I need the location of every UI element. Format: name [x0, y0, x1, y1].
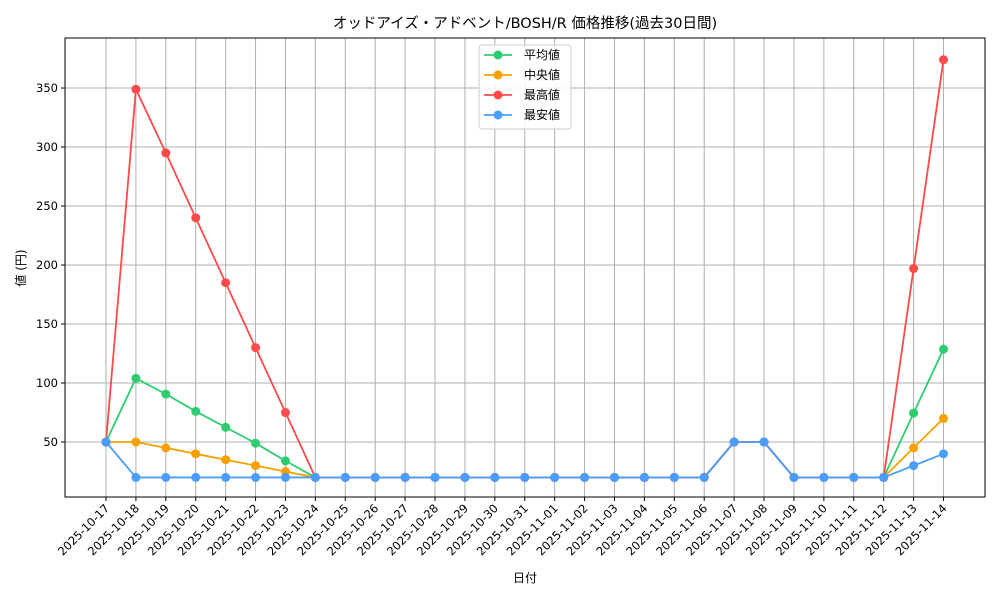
data-point: [669, 472, 679, 482]
legend-marker: [493, 50, 503, 60]
data-point: [909, 461, 919, 471]
data-point: [280, 456, 290, 466]
data-point: [879, 472, 889, 482]
grid: [65, 38, 985, 497]
data-point: [161, 472, 171, 482]
data-point: [490, 472, 500, 482]
data-point: [191, 449, 201, 459]
data-point: [221, 455, 231, 465]
legend-box: [478, 44, 572, 130]
data-point: [251, 472, 261, 482]
data-point: [580, 472, 590, 482]
data-point: [939, 449, 948, 459]
data-point: [639, 472, 649, 482]
data-point: [520, 472, 530, 482]
y-axis-label: 値 (円): [13, 249, 28, 286]
data-point: [280, 408, 290, 418]
data-point: [759, 437, 769, 447]
data-point: [909, 408, 919, 418]
y-tick-label: 250: [36, 199, 58, 213]
data-point: [221, 278, 231, 288]
data-point: [251, 343, 261, 353]
data-point: [221, 422, 231, 432]
axes: 2025-10-172025-10-182025-10-192025-10-20…: [36, 81, 950, 558]
y-tick-label: 100: [36, 376, 58, 390]
data-point: [191, 472, 201, 482]
legend-marker: [493, 90, 503, 100]
data-point: [400, 472, 410, 482]
x-axis-label: 日付: [513, 571, 537, 585]
legend-marker: [493, 70, 503, 80]
data-point: [460, 472, 470, 482]
legend-label: 最高値: [524, 87, 560, 102]
data-point: [909, 264, 919, 274]
data-point: [191, 406, 201, 416]
data-point: [939, 344, 948, 354]
y-tick-label: 50: [43, 435, 58, 449]
data-point: [340, 472, 350, 482]
chart-title: オッドアイズ・アドベント/BOSH/R 価格推移(過去30日間): [333, 15, 717, 32]
data-point: [191, 213, 201, 223]
data-point: [819, 472, 829, 482]
series-3: [101, 437, 948, 482]
data-point: [161, 443, 171, 453]
data-point: [251, 461, 261, 471]
data-point: [161, 389, 171, 399]
data-point: [131, 373, 141, 383]
data-point: [221, 472, 231, 482]
y-tick-label: 150: [36, 317, 58, 331]
y-tick-label: 200: [36, 258, 58, 272]
data-point: [251, 438, 261, 448]
legend-label: 中央値: [524, 67, 560, 82]
data-point: [131, 472, 141, 482]
data-point: [789, 472, 799, 482]
legend-label: 最安値: [524, 107, 560, 122]
data-point: [101, 437, 111, 447]
data-point: [131, 437, 141, 447]
data-point: [131, 84, 141, 94]
series-layer: [101, 55, 948, 482]
data-point: [939, 413, 948, 423]
data-point: [939, 55, 948, 65]
data-point: [849, 472, 859, 482]
data-point: [909, 443, 919, 453]
data-point: [550, 472, 560, 482]
data-point: [370, 472, 380, 482]
data-point: [280, 472, 290, 482]
legend-marker: [493, 110, 503, 120]
legend-label: 平均値: [524, 47, 560, 62]
data-point: [609, 472, 619, 482]
y-tick-label: 350: [36, 81, 58, 95]
data-point: [729, 437, 739, 447]
data-point: [699, 472, 709, 482]
y-tick-label: 300: [36, 140, 58, 154]
data-point: [430, 472, 440, 482]
data-point: [161, 148, 171, 158]
data-point: [310, 472, 320, 482]
